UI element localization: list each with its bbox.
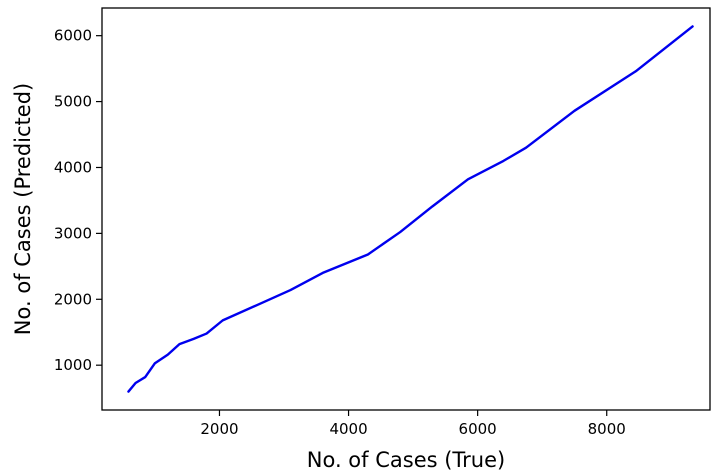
y-tick-label: 1000 (54, 356, 92, 374)
x-tick-label: 4000 (329, 420, 367, 438)
y-axis: 1000 2000 3000 4000 5000 6000 (54, 27, 102, 374)
plot-area (127, 25, 694, 393)
series-line-0 (127, 25, 694, 393)
plot-frame (101, 7, 711, 411)
x-tick-label: 6000 (459, 420, 497, 438)
y-tick-label: 5000 (54, 93, 92, 111)
x-axis-label: No. of Cases (True) (307, 448, 505, 472)
y-tick-label: 2000 (54, 290, 92, 308)
x-axis: 2000 4000 6000 8000 (200, 410, 626, 438)
y-tick-label: 4000 (54, 158, 92, 176)
y-tick-label: 3000 (54, 224, 92, 242)
y-axis-label: No. of Cases (Predicted) (11, 83, 35, 335)
x-tick-label: 8000 (588, 420, 626, 438)
y-tick-label: 6000 (54, 27, 92, 45)
x-tick-label: 2000 (200, 420, 238, 438)
